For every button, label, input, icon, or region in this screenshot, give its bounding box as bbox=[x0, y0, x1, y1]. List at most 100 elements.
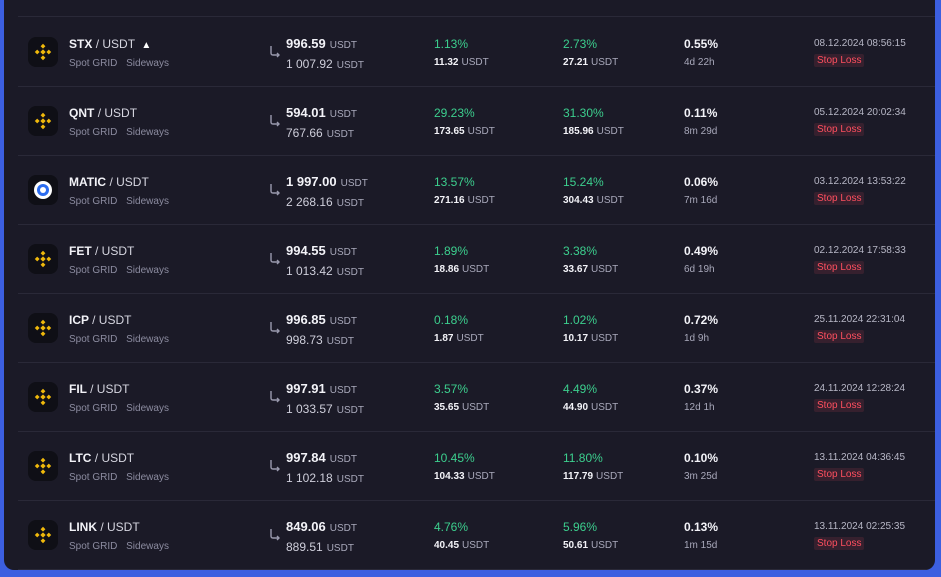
pnl-cell: 1.13% 11.32 USDT bbox=[434, 37, 489, 68]
current-value: 2 268.16 bbox=[286, 195, 333, 209]
trading-pair: FET / USDT bbox=[69, 244, 137, 258]
bot-tags: Spot GRID Sideways bbox=[69, 127, 169, 138]
investment-cell: 996.85 USDT 998.73 USDT bbox=[286, 311, 357, 347]
pnl-currency: USDT bbox=[467, 195, 495, 206]
table-row[interactable]: LTC / USDT Spot GRID Sideways 997.84 USDT… bbox=[18, 431, 935, 501]
current-currency: USDT bbox=[326, 543, 354, 554]
current-value: 889.51 bbox=[286, 540, 323, 554]
duration: 4d 22h bbox=[684, 57, 715, 68]
pair-quote: / USDT bbox=[94, 451, 135, 465]
investment-value: 996.85 bbox=[286, 312, 326, 327]
pnl-currency: USDT bbox=[462, 402, 490, 413]
investment-currency: USDT bbox=[329, 109, 357, 120]
pnl-value: 18.86 bbox=[434, 264, 460, 275]
pnl-percent: 3.57% bbox=[434, 382, 469, 396]
apr-cell: 0.10% 3m 25d bbox=[684, 451, 718, 482]
link-icon bbox=[270, 391, 280, 403]
table-row[interactable]: QNT / USDT Spot GRID Sideways 594.01 USDT… bbox=[18, 86, 935, 156]
total-currency: USDT bbox=[591, 333, 619, 344]
total-percent: 15.24% bbox=[563, 175, 604, 189]
table-row[interactable]: LINK / USDT Spot GRID Sideways 849.06 USD… bbox=[18, 500, 935, 570]
current-currency: USDT bbox=[336, 198, 364, 209]
pair-quote: / USDT bbox=[109, 175, 149, 189]
total-currency: USDT bbox=[591, 540, 619, 551]
close-date: 05.12.2024 20:02:34 bbox=[814, 107, 906, 118]
pair-base: STX bbox=[69, 37, 93, 51]
trading-pair: LINK / USDT bbox=[69, 520, 143, 534]
table-row[interactable]: STX / USDT ▲ Spot GRID Sideways 996.59 US… bbox=[18, 17, 935, 87]
bot-mode: Sideways bbox=[126, 127, 169, 138]
bot-tags: Spot GRID Sideways bbox=[69, 196, 169, 207]
total-currency: USDT bbox=[591, 264, 619, 275]
pair-quote: / USDT bbox=[95, 244, 135, 258]
link-icon bbox=[270, 184, 280, 196]
bot-mode: Sideways bbox=[126, 541, 169, 552]
pnl-currency: USDT bbox=[462, 540, 490, 551]
close-date: 02.12.2024 17:58:33 bbox=[814, 245, 906, 256]
total-currency: USDT bbox=[596, 195, 624, 206]
current-value: 1 033.57 bbox=[286, 402, 333, 416]
bot-tags: Spot GRID Sideways bbox=[69, 58, 169, 69]
link-icon bbox=[270, 529, 280, 541]
pnl-percent: 29.23% bbox=[434, 106, 475, 120]
current-currency: USDT bbox=[326, 129, 354, 140]
bot-mode: Sideways bbox=[126, 265, 169, 276]
pair-quote: / USDT bbox=[97, 106, 138, 120]
binance-icon bbox=[28, 313, 58, 343]
current-value: 1 007.92 bbox=[286, 57, 333, 71]
apr-value: 0.11% bbox=[684, 106, 718, 120]
binance-icon bbox=[28, 520, 58, 550]
pair-quote: / USDT bbox=[92, 313, 132, 327]
investment-currency: USDT bbox=[329, 247, 357, 258]
binance-icon bbox=[28, 37, 58, 67]
investment-currency: USDT bbox=[340, 178, 368, 189]
pnl-cell: 29.23% 173.65 USDT bbox=[434, 106, 495, 137]
investment-cell: 994.55 USDT 1 013.42 USDT bbox=[286, 242, 364, 278]
trading-pair: STX / USDT ▲ bbox=[69, 37, 151, 51]
total-value: 185.96 bbox=[563, 126, 594, 137]
total-percent: 4.49% bbox=[563, 382, 598, 396]
investment-cell: 1 997.00 USDT 2 268.16 USDT bbox=[286, 173, 368, 209]
investment-value: 994.55 bbox=[286, 243, 326, 258]
status-badge: Stop Loss bbox=[814, 399, 865, 412]
status-badge: Stop Loss bbox=[814, 468, 865, 481]
status-badge: Stop Loss bbox=[814, 192, 865, 205]
apr-cell: 0.13% 1m 15d bbox=[684, 520, 718, 551]
apr-value: 0.37% bbox=[684, 382, 719, 396]
bot-type: Spot GRID bbox=[69, 541, 118, 552]
warning-icon: ▲ bbox=[141, 40, 152, 51]
current-value: 767.66 bbox=[286, 126, 323, 140]
total-profit-cell: 31.30% 185.96 USDT bbox=[563, 106, 624, 137]
total-percent: 1.02% bbox=[563, 313, 598, 327]
bot-type: Spot GRID bbox=[69, 196, 118, 207]
pnl-value: 173.65 bbox=[434, 126, 465, 137]
current-currency: USDT bbox=[326, 336, 354, 347]
investment-cell: 594.01 USDT 767.66 USDT bbox=[286, 104, 357, 140]
investment-cell: 849.06 USDT 889.51 USDT bbox=[286, 518, 357, 554]
table-row[interactable]: MATIC / USDT Spot GRID Sideways 1 997.00… bbox=[18, 155, 935, 225]
bot-tags: Spot GRID Sideways bbox=[69, 472, 169, 483]
pair-base: LTC bbox=[69, 451, 92, 465]
investment-currency: USDT bbox=[329, 385, 357, 396]
investment-currency: USDT bbox=[329, 523, 357, 534]
total-percent: 2.73% bbox=[563, 37, 598, 51]
table-row[interactable]: FIL / USDT Spot GRID Sideways 997.91 USDT… bbox=[18, 362, 935, 432]
total-profit-cell: 15.24% 304.43 USDT bbox=[563, 175, 624, 206]
bot-mode: Sideways bbox=[126, 334, 169, 345]
apr-value: 0.49% bbox=[684, 244, 719, 258]
total-percent: 31.30% bbox=[563, 106, 604, 120]
table-row[interactable]: FET / USDT Spot GRID Sideways 994.55 USDT… bbox=[18, 224, 935, 294]
apr-value: 0.06% bbox=[684, 175, 719, 189]
trading-pair: LTC / USDT bbox=[69, 451, 137, 465]
investment-value: 997.91 bbox=[286, 381, 326, 396]
current-currency: USDT bbox=[336, 267, 364, 278]
total-value: 33.67 bbox=[563, 264, 589, 275]
investment-value: 996.59 bbox=[286, 36, 326, 51]
table-row[interactable]: ICP / USDT Spot GRID Sideways 996.85 USDT… bbox=[18, 293, 935, 363]
pair-quote: / USDT bbox=[100, 520, 140, 534]
total-profit-cell: 1.02% 10.17 USDT bbox=[563, 313, 618, 344]
pair-base: FET bbox=[69, 244, 92, 258]
pair-base: QNT bbox=[69, 106, 95, 120]
total-percent: 5.96% bbox=[563, 520, 598, 534]
